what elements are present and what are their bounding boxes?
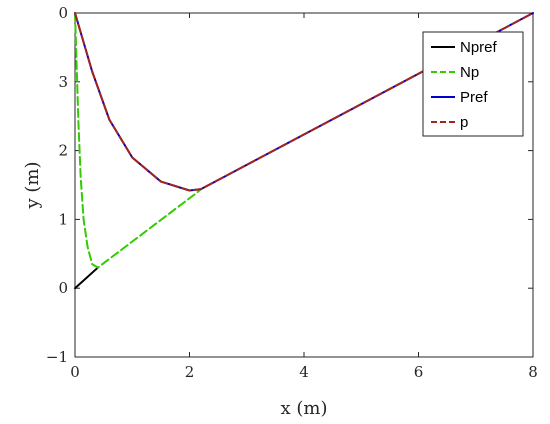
y-ticks: 0 1 2 3 0 −1	[46, 4, 533, 366]
y-tick-label: 1	[58, 210, 68, 228]
x-tick-label: 2	[185, 363, 195, 381]
x-tick-label: 0	[70, 363, 80, 381]
y-axis-label: y (m)	[22, 161, 43, 209]
y-tick-label: 2	[58, 142, 68, 160]
y-tick-label: 0	[58, 4, 68, 22]
legend-label: p	[460, 114, 468, 131]
series-line-npref	[74, 266, 99, 290]
x-tick-label: 4	[299, 363, 309, 381]
legend: Npref Np Pref p	[422, 31, 524, 137]
series-line-np	[74, 12, 202, 269]
x-tick-label: 6	[414, 363, 424, 381]
legend-label: Npref	[460, 39, 498, 56]
y-tick-label: 3	[58, 73, 68, 91]
x-ticks: 0 2 4 6 8	[70, 13, 538, 381]
legend-label: Pref	[460, 89, 488, 106]
x-axis-label: x (m)	[281, 398, 328, 419]
legend-box	[422, 31, 524, 137]
x-tick-label: 8	[528, 363, 538, 381]
legend-label: Np	[460, 64, 479, 81]
series-line-p	[74, 12, 534, 192]
y-tick-label: 0	[58, 279, 68, 297]
series-layer	[74, 12, 534, 290]
y-tick-label: −1	[46, 348, 68, 366]
